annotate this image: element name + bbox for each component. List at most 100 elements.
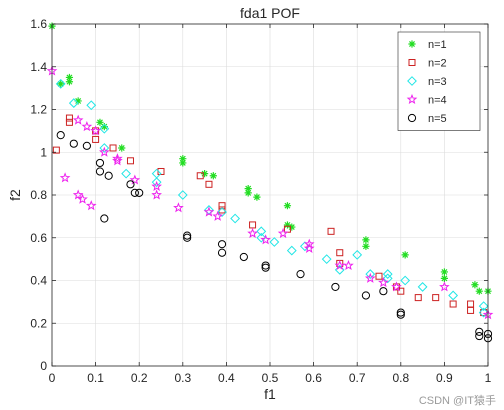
x-tick-label: 0.9	[436, 371, 453, 385]
data-point	[65, 118, 73, 126]
data-point	[417, 282, 428, 292]
data-point	[382, 269, 393, 279]
data-point	[378, 277, 389, 288]
data-point	[82, 141, 91, 150]
data-point	[475, 327, 484, 336]
legend-marker	[408, 59, 416, 66]
data-point	[261, 261, 270, 270]
data-point	[100, 123, 108, 131]
series-2	[52, 114, 488, 317]
watermark: CSDN @IT猿手	[418, 395, 496, 407]
data-point	[480, 309, 488, 317]
data-point	[55, 78, 66, 89]
data-point	[218, 206, 226, 214]
data-point	[475, 287, 483, 295]
y-axis-label: f2	[7, 189, 23, 201]
x-axis-label: f1	[264, 386, 276, 402]
data-point	[244, 189, 252, 197]
data-point	[379, 287, 388, 296]
data-point	[65, 78, 74, 86]
series-1	[48, 22, 492, 295]
data-point	[218, 202, 226, 210]
data-point	[74, 97, 82, 105]
data-point	[283, 221, 292, 229]
legend-entry: n=2	[428, 58, 447, 70]
data-point	[247, 227, 258, 238]
y-tick-label: 1.4	[30, 60, 47, 74]
data-point	[217, 248, 227, 257]
data-point	[126, 157, 134, 165]
data-point	[151, 180, 162, 191]
axis-ticks: 0 0.1 0.2 0.3 0.4 0.5 0.6 0.7 0.8 0.9 1 0 0.2 0.4 0.6 0…	[30, 17, 491, 385]
data-point	[95, 167, 105, 176]
data-point	[69, 139, 78, 148]
data-point	[196, 172, 204, 180]
data-point	[230, 213, 241, 224]
x-tick-label: 1	[485, 371, 492, 385]
data-point	[362, 236, 370, 244]
data-point	[212, 210, 223, 221]
series-4	[46, 65, 494, 320]
data-point	[467, 306, 475, 314]
data-point	[239, 252, 248, 262]
data-point	[85, 200, 97, 211]
data-point	[209, 172, 217, 180]
data-point	[179, 155, 187, 163]
legend-marker	[407, 113, 417, 123]
x-tick-label: 0.5	[262, 371, 279, 385]
data-point	[296, 269, 305, 279]
data-point	[478, 301, 489, 312]
data-point	[288, 223, 296, 231]
data-point	[303, 242, 315, 253]
data-point	[375, 272, 383, 280]
data-point	[109, 144, 117, 152]
legend-entry: n=4	[428, 95, 447, 107]
data-point	[173, 202, 184, 213]
data-point	[400, 275, 411, 286]
data-point	[57, 80, 65, 88]
data-point	[440, 274, 448, 282]
data-point	[364, 272, 376, 283]
data-point	[112, 155, 123, 166]
data-point	[269, 237, 280, 247]
data-point	[382, 273, 393, 284]
data-point	[336, 249, 344, 257]
data-point	[65, 114, 73, 122]
data-point	[201, 170, 209, 178]
data-point	[396, 310, 405, 319]
data-point	[86, 100, 97, 111]
y-tick-label: 1	[40, 145, 47, 159]
data-point	[362, 242, 370, 250]
data-point	[118, 144, 126, 152]
data-point	[68, 98, 79, 108]
legend-marker	[406, 93, 418, 105]
y-tick-label: 1.2	[30, 103, 47, 117]
legend-entry: n=1	[428, 39, 447, 51]
x-tick-label: 0.2	[131, 371, 148, 385]
y-tick-label: 0.2	[30, 316, 47, 330]
data-point	[286, 245, 297, 256]
y-tick-label: 0.4	[30, 274, 47, 288]
data-point	[448, 290, 459, 301]
data-point	[260, 234, 271, 245]
data-point	[59, 172, 71, 183]
data-point	[414, 294, 422, 302]
data-point	[177, 190, 188, 200]
x-tick-label: 0	[49, 371, 56, 385]
data-point	[135, 188, 144, 197]
x-tick-label: 0.1	[87, 371, 104, 385]
data-point	[81, 121, 93, 132]
data-point	[104, 171, 113, 180]
data-point	[432, 294, 440, 302]
data-point	[179, 159, 187, 167]
data-point	[471, 281, 479, 289]
x-tick-label: 0.8	[392, 371, 409, 385]
data-point	[130, 188, 139, 197]
x-tick-label: 0.4	[218, 371, 235, 385]
data-point	[112, 153, 123, 164]
data-point	[217, 240, 227, 249]
data-point	[217, 207, 227, 218]
data-point	[475, 331, 484, 341]
data-point	[352, 249, 363, 260]
